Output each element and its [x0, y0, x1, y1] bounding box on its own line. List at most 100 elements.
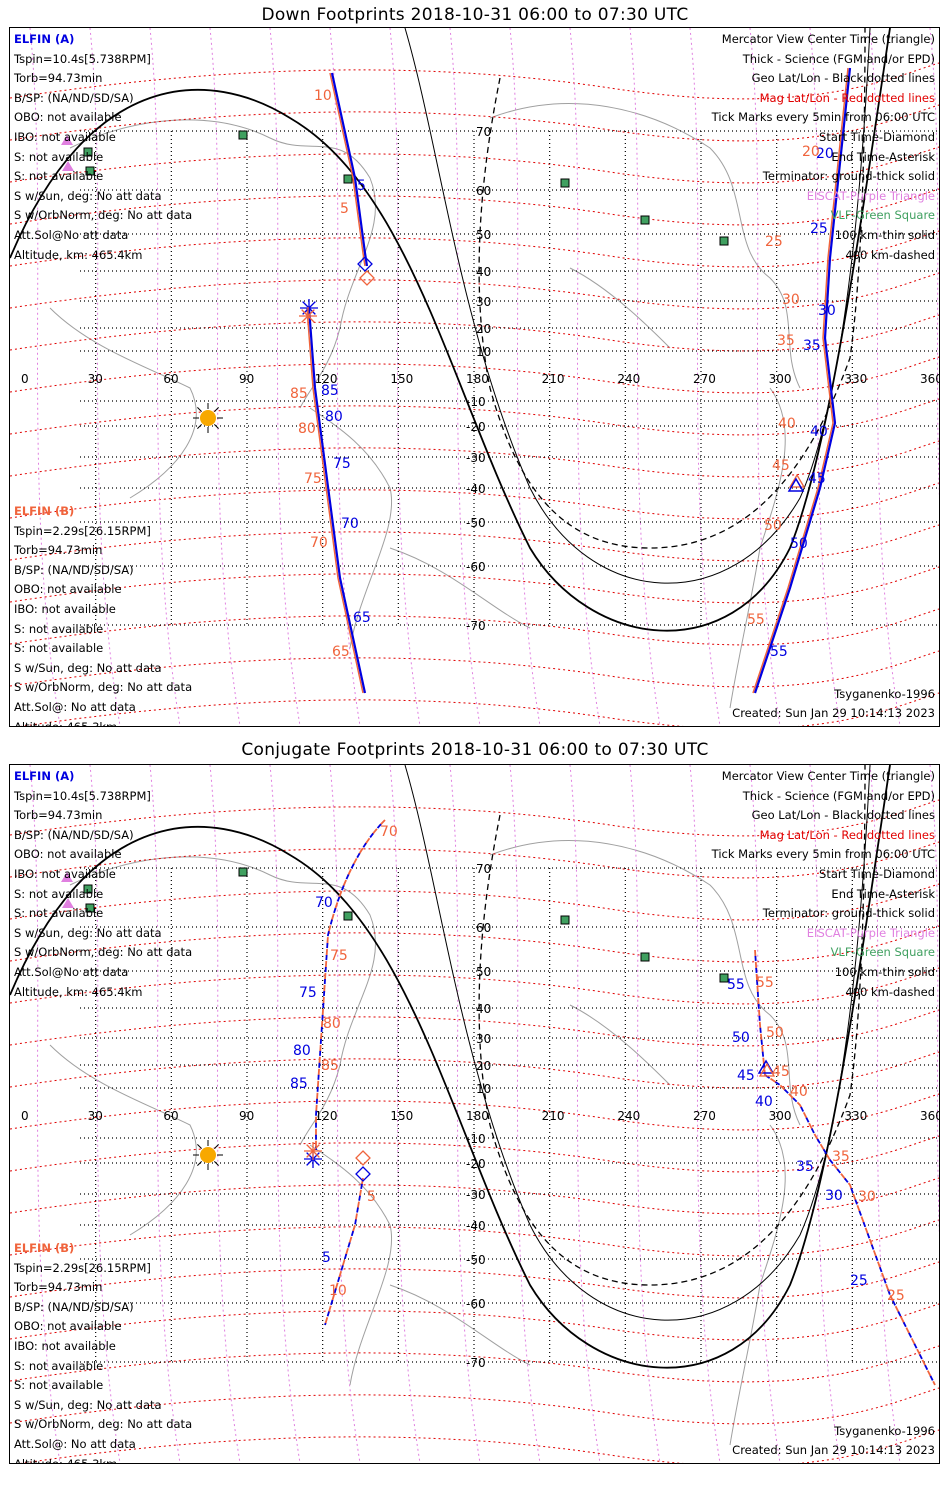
elfin-b-line: S: not available: [14, 1358, 104, 1373]
mag-lat-line: [10, 925, 939, 963]
coastline: [69, 119, 376, 409]
mag-lon-line: [929, 28, 939, 499]
elfin-b-line: OBO: not available: [14, 582, 122, 597]
lon-tick-label: 0: [21, 1109, 29, 1123]
elfin-a-info: ELFIN (A) Tspin=10.4s[5.738RPM] Torb=94.73…: [14, 30, 192, 265]
elfin-b-line: S w/Sun, deg: No att data: [14, 660, 162, 675]
track-b-tick-label: 50: [764, 518, 782, 534]
track-b-tick-label: 40: [790, 1084, 808, 1100]
elfin-b-track: [324, 1177, 364, 1326]
lon-tick-label: 180: [466, 1109, 489, 1123]
mag-lon-line: [329, 765, 361, 1463]
track-b-tick-label: 40: [778, 416, 796, 432]
mag-lat-line: [10, 883, 939, 921]
track-a-tick-label: 75: [333, 456, 351, 472]
mag-lon-line: [149, 28, 181, 726]
panel-title-conjugate: Conjugate Footprints 2018-10-31 06:00 to…: [241, 740, 709, 760]
mag-lon-line: [869, 28, 901, 726]
track-b-tick-label: 75: [304, 471, 322, 487]
mag-lat-line: [10, 482, 939, 520]
track-b-tick-label: 5: [367, 1189, 376, 1205]
mag-lon-line: [629, 765, 661, 1463]
elfin-a-line: S w/Sun, deg: No att data: [14, 925, 162, 940]
end-asterisk: [304, 1142, 322, 1160]
lat-tick-label: -70: [466, 1356, 486, 1370]
track-a-tick-label: 30: [825, 1188, 843, 1204]
elfin-a-line: S: not available: [14, 169, 104, 184]
vlf-green-square: [85, 166, 95, 176]
sun-ray: [197, 1161, 202, 1166]
coastline: [309, 1144, 392, 1386]
mag-lat-line: [10, 1093, 939, 1131]
lon-tick-label: 120: [315, 1109, 338, 1123]
elfin-b-line: IBO: not available: [14, 1338, 116, 1353]
track-b-tick-label: 25: [765, 234, 783, 250]
mag-lon-line: [689, 765, 721, 1463]
lon-tick-label: 60: [163, 1109, 178, 1123]
track-b-tick-label: 55: [747, 612, 765, 628]
vlf-green-square: [83, 147, 93, 157]
lon-tick-label: 0: [21, 372, 29, 386]
center-triangle-b: [788, 473, 806, 488]
sun-icon: [200, 410, 216, 426]
start-diamond-a: [357, 256, 373, 272]
lat-tick-label: 40: [476, 1002, 491, 1016]
elfin-b-track: [315, 819, 386, 1150]
track-b-tick-label: 75: [330, 948, 348, 964]
track-a-tick-label: 65: [353, 610, 371, 626]
mag-lat-line: [10, 841, 939, 879]
legend-item: Geo Lat/Lon - Black dotted lines: [751, 71, 935, 86]
track-a-tick-label: 85: [290, 1076, 308, 1092]
mag-lat-line: [10, 524, 939, 562]
track-a-tick-label: 55: [727, 977, 745, 993]
track-b-tick-label: 50: [766, 1025, 784, 1041]
track-a-tick-label: 55: [770, 644, 788, 660]
legend-item: Geo Lat/Lon - Black dotted lines: [751, 808, 935, 823]
start-diamond-a: [355, 1166, 371, 1182]
legend-item: Start Time-Diamond: [819, 866, 935, 881]
mag-lon-line: [29, 765, 61, 1463]
track-a-tick-label: 80: [325, 409, 343, 425]
lon-tick-label: 240: [617, 372, 640, 386]
track-b-tick-label: 30: [858, 1189, 876, 1205]
mag-lat-line: [10, 398, 939, 436]
lat-tick-label: -60: [466, 1297, 486, 1311]
mag-lon-line: [389, 28, 421, 726]
legend-item: VLF-Green Square: [830, 208, 935, 223]
mag-lon-line: [449, 765, 481, 1463]
mag-lat-line: [10, 1345, 939, 1383]
track-b-tick-label: 25: [887, 1288, 905, 1304]
sun-ray: [197, 407, 202, 412]
legend-item: Terminator: ground-thick solid: [762, 906, 935, 921]
mag-lat-line: [10, 314, 939, 352]
elfin-a-header: ELFIN (A): [14, 769, 75, 783]
coastline: [389, 547, 531, 629]
track-b-tick-label: 30: [782, 292, 800, 308]
mag-lat-line: [10, 1009, 939, 1047]
vlf-green-square: [83, 884, 93, 894]
elfin-b-line: S: not available: [14, 641, 104, 656]
vlf-green-square: [560, 915, 570, 925]
mag-lat-line: [10, 1177, 939, 1215]
coastline: [49, 307, 197, 499]
legend-item: 400 km-dashed: [845, 247, 935, 262]
lon-tick-label: 90: [239, 372, 254, 386]
model-label: Tsyganenko-1996: [834, 1423, 935, 1438]
map-legend: Mercator View Center Time (triangle) Thic…: [712, 767, 935, 1002]
coastline: [569, 267, 671, 349]
vlf-green-square: [640, 215, 650, 225]
lat-tick-label: -50: [466, 516, 486, 530]
elfin-a-line: S: not available: [14, 149, 104, 164]
terminator-100km: [404, 28, 871, 584]
vlf-green-square: [560, 178, 570, 188]
lat-tick-label: 20: [476, 1059, 491, 1073]
lon-tick-label: 240: [617, 1109, 640, 1123]
track-b-tick-label: 45: [772, 458, 790, 474]
elfin-a-track: [324, 1177, 364, 1326]
elfin-a-line: Altitude, km: 465.4km: [14, 984, 143, 999]
elfin-a-line: Tspin=10.4s[5.738RPM]: [14, 788, 151, 803]
mag-lon-line: [569, 765, 601, 1463]
elfin-b-line: Tspin=2.29s[26.15RPM]: [14, 523, 151, 538]
legend-item: End Time-Asterisk: [831, 149, 935, 164]
lat-tick-label: -20: [466, 420, 486, 434]
